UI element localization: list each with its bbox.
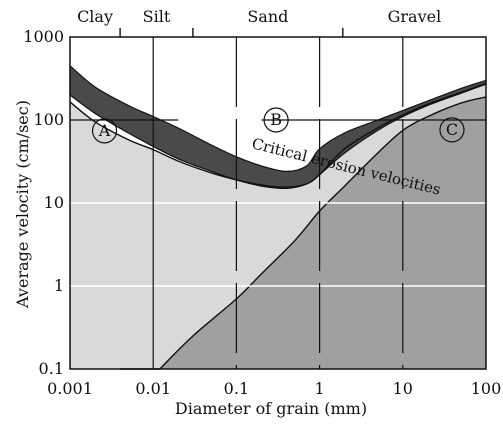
y-tick-label: 1000	[23, 27, 64, 46]
class-label: Sand	[247, 7, 288, 26]
x-tick-label: 100	[471, 379, 502, 398]
x-tick-label: 0.01	[135, 379, 171, 398]
grain-class-scale: Clay Silt Sand Gravel	[77, 7, 441, 37]
region-label-circle	[263, 107, 289, 133]
x-tick-label: 0.1	[224, 379, 249, 398]
region-label-circle	[439, 117, 465, 143]
y-tick-label: 100	[33, 110, 64, 129]
region-c-area	[159, 96, 487, 370]
class-label: Silt	[143, 7, 171, 26]
y-tick-label: 0.1	[39, 359, 64, 378]
region-label: B	[270, 110, 282, 129]
class-label: Clay	[77, 7, 113, 26]
plot-frame	[69, 36, 487, 370]
plot-border	[69, 36, 487, 370]
y-tick-label: 10	[44, 193, 64, 212]
class-label: Gravel	[388, 7, 442, 26]
x-tick-label: 1	[315, 379, 325, 398]
region-label: C	[446, 120, 458, 139]
grid	[70, 37, 486, 369]
x-tick-label: 0.001	[47, 379, 93, 398]
region-label-circle	[91, 118, 118, 144]
y-tick-label: 1	[54, 276, 64, 295]
series-line	[159, 96, 487, 370]
x-tick-label: 10	[393, 379, 413, 398]
y-axis-title: Average velocity (cm/sec)	[13, 100, 32, 309]
axis-ticks: 0.001 0.01 0.1 1 10 100 0.1 1 10 100 1000	[23, 27, 501, 398]
x-axis-title: Diameter of grain (mm)	[175, 399, 367, 418]
region-label: A	[98, 121, 111, 140]
area-fills	[70, 83, 487, 370]
series-line	[69, 82, 487, 188]
